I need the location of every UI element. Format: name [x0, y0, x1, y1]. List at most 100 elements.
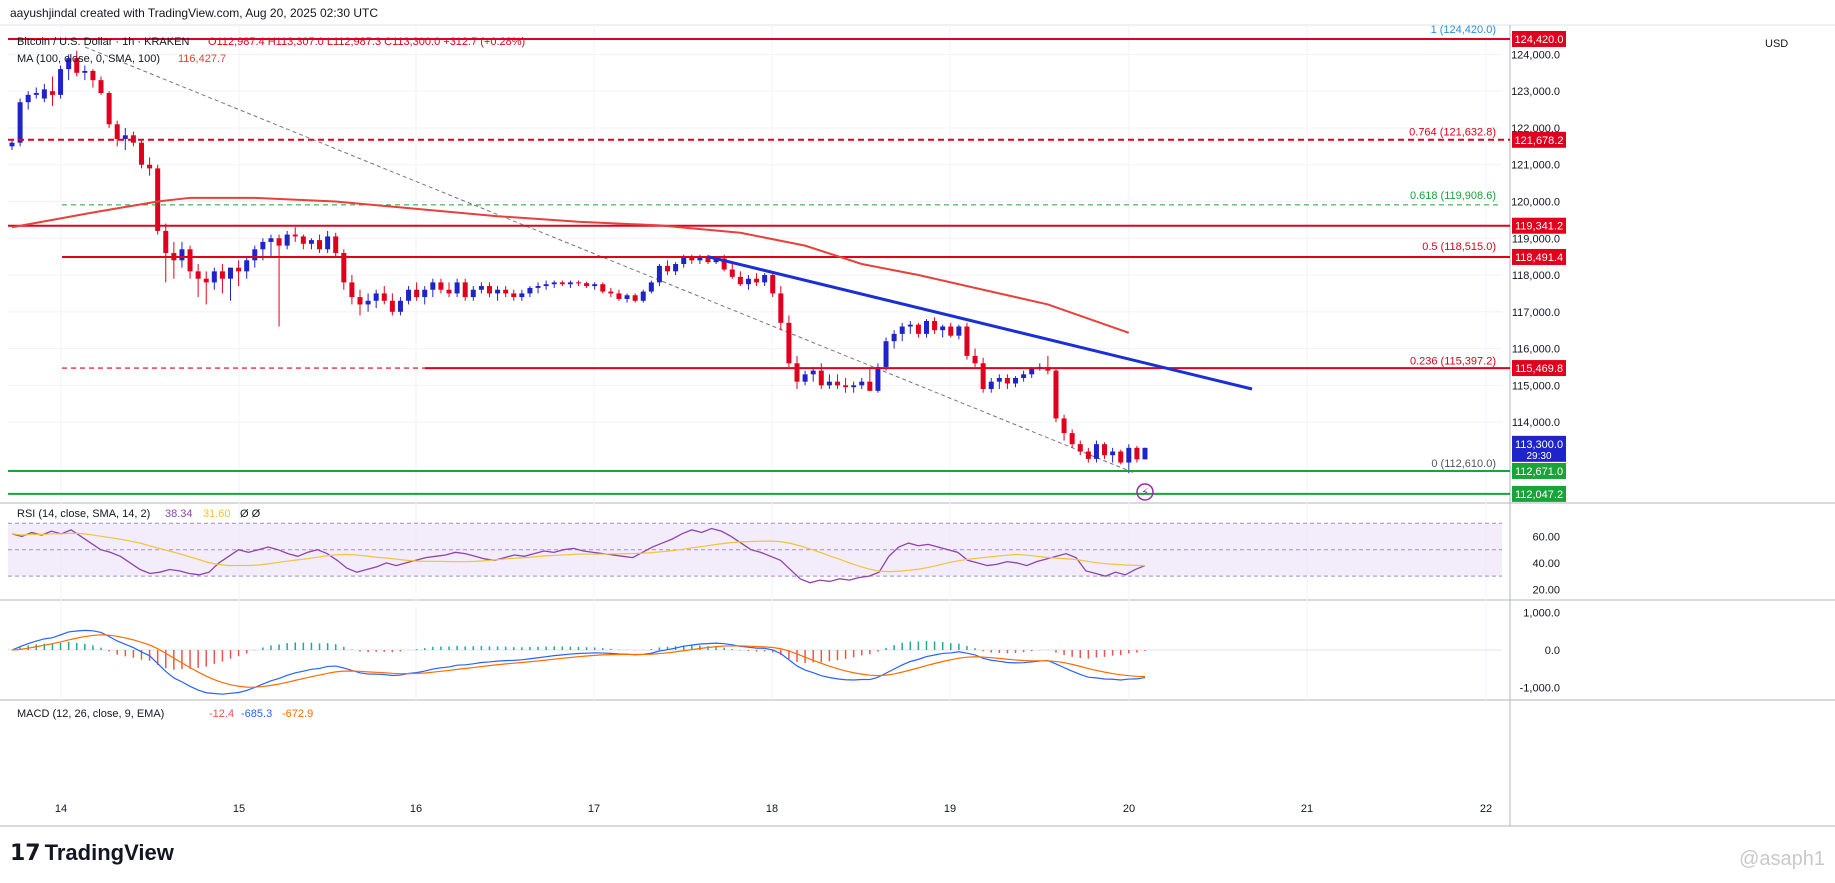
candle-body [252, 249, 258, 261]
rsi-extra: Ø Ø [240, 508, 261, 520]
candle-body [713, 258, 719, 263]
candle-body [705, 256, 711, 263]
candle-body [58, 69, 64, 95]
x-tick-label: 15 [233, 803, 245, 815]
candle-body [325, 236, 331, 250]
rsi-line [11, 527, 1146, 584]
x-tick-label: 19 [944, 803, 956, 815]
candle-body [851, 385, 857, 388]
candle-body [122, 135, 128, 139]
candle-body [875, 366, 881, 391]
candle-body [867, 381, 873, 391]
candle-body [98, 80, 104, 94]
y-tick-label: 118,000.0 [1512, 270, 1560, 282]
tradingview-logo[interactable]: 17 TradingView [10, 840, 174, 866]
candle-body [996, 377, 1002, 382]
candle-body [195, 271, 201, 279]
candle-body [155, 168, 161, 231]
candle-body [41, 89, 47, 99]
candle-body [357, 297, 363, 305]
macd-hist-value: -12.4 [209, 708, 234, 720]
candle-body [567, 282, 573, 285]
candle-body [284, 234, 290, 246]
candle-body [1053, 370, 1059, 419]
candle-body [74, 58, 80, 73]
event-marker-icon [1136, 483, 1154, 501]
macd-tick-label: -1,000.0 [1520, 683, 1560, 695]
candle-body [632, 295, 638, 301]
candle-body [899, 326, 905, 334]
y-tick-label: 121,000.0 [1511, 160, 1560, 172]
fib-level-label: 0 (112,610.0) [1431, 458, 1496, 470]
candle-body [770, 275, 776, 294]
candle-body [365, 300, 371, 305]
candle-body [535, 286, 541, 288]
candle-body [1142, 447, 1148, 460]
candle-body [268, 238, 274, 242]
candle-body [349, 282, 355, 298]
candle-body [721, 258, 727, 270]
candle-body [1061, 418, 1067, 434]
candle-body [988, 381, 994, 390]
macd-label: MACD (12, 26, close, 9, EMA) [17, 708, 164, 720]
candle-body [1102, 444, 1108, 456]
y-tick-label: 117,000.0 [1512, 307, 1560, 319]
candle-body [810, 370, 816, 375]
currency-label[interactable]: USD [1765, 38, 1789, 50]
x-tick-label: 20 [1123, 803, 1135, 815]
candle-body [511, 293, 517, 298]
candle-body [430, 282, 436, 290]
candle-body [624, 295, 630, 299]
candle-body [389, 300, 395, 312]
dashed-trend-guide [84, 46, 1136, 474]
candle-body [49, 91, 55, 95]
x-tick-label: 16 [410, 803, 422, 815]
candle-body [616, 293, 622, 299]
candle-body [244, 260, 250, 272]
candle-body [373, 293, 379, 301]
candle-body [689, 256, 695, 261]
candle-body [786, 322, 792, 364]
candle-body [891, 333, 897, 342]
candle-body [648, 282, 654, 292]
fib-level-label: 0.5 (118,515.0) [1422, 241, 1496, 253]
candle-body [592, 284, 598, 287]
author-watermark: @asaph1 [1739, 848, 1825, 870]
rsi-tick-label: 20.00 [1532, 584, 1560, 596]
candle-body [729, 269, 735, 277]
candle-body [106, 93, 112, 125]
candle-body [1069, 433, 1075, 445]
candle-body [17, 102, 23, 143]
candle-body [308, 240, 314, 244]
candle-body [1013, 377, 1019, 384]
ma-indicator-label[interactable]: MA (100, close, 0, SMA, 100) [17, 53, 161, 65]
attribution-text: aayushjindal created with TradingView.co… [10, 6, 379, 20]
candle-body [276, 238, 282, 246]
candle-body [9, 142, 15, 147]
y-tick-label: 124,000.0 [1511, 49, 1560, 61]
level-price-label: 112,047.2 [1515, 489, 1563, 501]
candle-body [843, 385, 849, 388]
candle-body [82, 70, 88, 73]
candle-body [1093, 444, 1099, 459]
candle-body [260, 241, 266, 250]
candle-body [980, 363, 986, 390]
macd-signal-value: -672.9 [282, 708, 313, 720]
candle-body [665, 265, 671, 272]
candle-body [1126, 447, 1132, 463]
macd-tick-label: 1,000.0 [1523, 608, 1560, 620]
candle-body [138, 142, 144, 165]
candle-body [397, 300, 403, 312]
y-tick-label: 123,000.0 [1511, 86, 1560, 98]
candle-body [495, 289, 501, 294]
ohlc-readout: O112,987.4 H113,307.0 L112,987.3 C113,30… [208, 36, 526, 48]
candle-body [66, 58, 72, 70]
level-price-label: 119,341.2 [1515, 221, 1563, 233]
candle-body [486, 286, 492, 294]
current-price-label: 113,300.0 [1515, 439, 1563, 451]
candle-body [1004, 377, 1010, 384]
candle-body [697, 256, 703, 261]
fib-level-label: 0.618 (119,908.6) [1410, 190, 1496, 202]
candle-body [33, 93, 39, 95]
